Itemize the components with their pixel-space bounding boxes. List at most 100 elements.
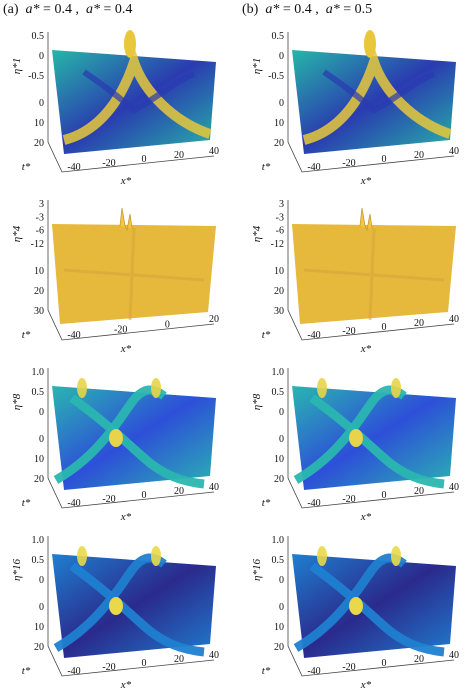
x-axis-label: x*: [120, 343, 132, 355]
z-tick-label: -12: [31, 239, 44, 250]
header-b-label: a*: [85, 2, 100, 17]
side-peak-2: [391, 378, 401, 398]
header-b-value: = 0.4: [103, 2, 133, 17]
x-axis-label: x*: [120, 679, 132, 691]
surface-panel-b-1: 0.5 0 -0.5 η*1 0 10 20 t* -40 -20 0 20 40 x*: [251, 30, 459, 187]
axis-frame: [287, 200, 455, 341]
side-peak-1: [317, 546, 327, 566]
x-tick-label: 20: [209, 314, 219, 325]
wave-branch-2: [309, 394, 445, 489]
header-a-label: a*: [25, 2, 40, 17]
x-tick-label: 0: [142, 658, 147, 669]
t-tick-label: 10: [274, 454, 284, 465]
header-tag: (b): [242, 2, 259, 17]
x-tick-label: 20: [414, 486, 424, 497]
z-tick-label: 0.5: [32, 555, 45, 566]
x-tick-label: -40: [67, 330, 80, 341]
z-tick-label: 0: [39, 51, 44, 62]
t-tick-label: 0: [279, 602, 284, 613]
x-tick-label: 0: [142, 490, 147, 501]
t-axis-label: t*: [22, 497, 31, 509]
z-tick-label: 0: [279, 407, 284, 418]
t-axis-label: t*: [22, 329, 31, 341]
wave-branch-2: [309, 562, 445, 657]
z-axis-label: η*4: [11, 225, 23, 242]
axis-frame: [47, 200, 215, 341]
x-tick-label: 20: [174, 486, 184, 497]
x-tick-label: -40: [307, 498, 320, 509]
surface-panel-b-3: 1.0 0.5 0 η*8 0 10 20 t* -40 -20 0 20 40 x*: [251, 367, 459, 523]
wave-branch-2: [69, 394, 205, 489]
z-axis-label: η*1: [251, 58, 263, 74]
z-tick-label: 0.5: [272, 31, 285, 42]
surface-panel-a-4: 1.0 0.5 0 η*16 0 10 20 t* -40 -20 0 20 40 x*: [11, 535, 219, 691]
z-tick-label: 3: [39, 199, 44, 210]
t-tick-label: 10: [274, 622, 284, 633]
x-axis-label: x*: [360, 175, 372, 187]
side-peak-1: [77, 378, 87, 398]
x-tick-label: 40: [209, 146, 219, 157]
x-tick-label: 40: [449, 146, 459, 157]
axis-frame: [47, 536, 215, 677]
trough: [82, 69, 196, 114]
axis-frame: [47, 32, 215, 173]
faint-cross: [303, 227, 445, 321]
t-tick-label: 0: [39, 602, 44, 613]
side-peak-1: [77, 546, 87, 566]
z-tick-label: 0.5: [272, 555, 285, 566]
x-tick-label: 0: [142, 154, 147, 165]
column-header-a: (a) a* = 0.4 , a* = 0.4: [3, 2, 132, 18]
z-tick-label: 1.0: [32, 367, 45, 378]
x-tick-label: 20: [174, 150, 184, 161]
interaction-peak: [349, 429, 363, 447]
x-tick-label: 0: [382, 154, 387, 165]
z-tick-label: -6: [276, 226, 284, 237]
x-axis-label: x*: [360, 679, 372, 691]
z-tick-label: 0: [279, 51, 284, 62]
x-tick-label: -20: [342, 662, 355, 673]
interaction-peak: [109, 429, 123, 447]
surface-panel-a-1: 0.5 0 -0.5 η*1 0 10 20 t* -40 -20 0 20 40 x*: [11, 30, 219, 187]
z-tick-label: -0.5: [268, 71, 284, 82]
x-tick-label: -20: [342, 158, 355, 169]
soliton-spike: [119, 207, 133, 232]
t-axis-label: t*: [262, 161, 271, 173]
t-tick-label: 20: [274, 138, 284, 149]
z-tick-label: 0.5: [32, 387, 45, 398]
ridge-crest: [302, 46, 452, 145]
t-tick-label: 10: [274, 118, 284, 129]
t-tick-label: 0: [39, 98, 44, 109]
t-tick-label: 10: [34, 118, 44, 129]
header-b-label: a*: [325, 2, 340, 17]
wave-branch-2: [69, 562, 205, 657]
soliton-peak: [124, 30, 136, 58]
x-tick-label: 0: [382, 658, 387, 669]
axis-frame: [287, 32, 455, 173]
x-axis-label: x*: [360, 511, 372, 523]
z-tick-label: -6: [36, 226, 44, 237]
z-tick-label: 1.0: [32, 535, 45, 546]
x-tick-label: -20: [342, 326, 355, 337]
x-axis-label: x*: [120, 175, 132, 187]
side-peak-1: [317, 378, 327, 398]
faint-cross: [63, 227, 205, 321]
header-b-value: = 0.5: [343, 2, 373, 17]
surface-panel-a-2: 3 -3 -6 -12 η*4 10 20 30 t* -40 -20 0 20 x*: [11, 199, 219, 355]
z-tick-label: -12: [271, 239, 284, 250]
interaction-peak: [349, 597, 363, 615]
z-axis-label: η*4: [251, 225, 263, 242]
t-axis-label: t*: [22, 161, 31, 173]
surface-panel-b-4: 1.0 0.5 0 η*16 0 10 20 t* -40 -20 0 20 40 x*: [251, 535, 459, 691]
x-tick-label: -20: [102, 494, 115, 505]
z-tick-label: -0.5: [28, 71, 44, 82]
x-tick-label: -20: [342, 494, 355, 505]
x-tick-label: 0: [382, 490, 387, 501]
t-axis-label: t*: [262, 329, 271, 341]
z-axis-label: η*8: [251, 393, 263, 410]
t-tick-label: 20: [34, 642, 44, 653]
t-tick-label: 20: [274, 474, 284, 485]
header-a-label: a*: [265, 2, 280, 17]
z-axis-label: η*8: [11, 393, 23, 410]
t-tick-label: 20: [274, 642, 284, 653]
z-tick-label: 0.5: [32, 31, 45, 42]
